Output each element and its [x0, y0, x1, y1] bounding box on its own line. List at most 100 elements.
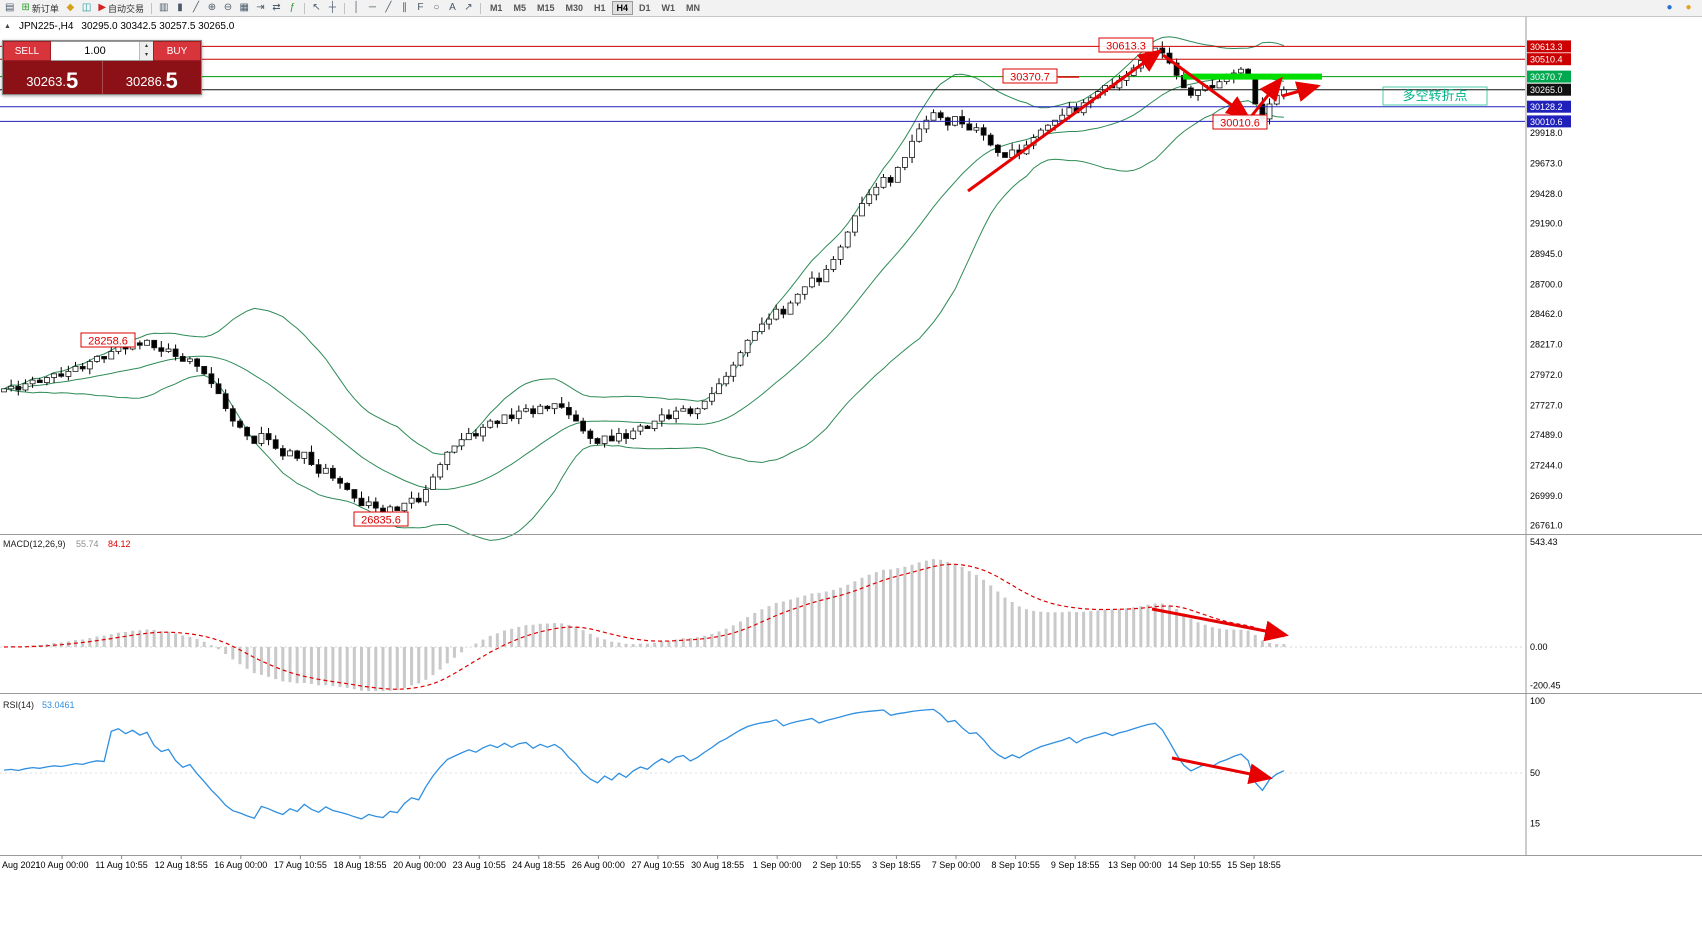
svg-text:Aug 2021: Aug 2021	[2, 860, 41, 870]
svg-text:16 Aug 00:00: 16 Aug 00:00	[214, 860, 267, 870]
channel-button[interactable]: ∥	[397, 1, 412, 15]
svg-text:8 Sep 10:55: 8 Sep 10:55	[991, 860, 1040, 870]
buy-price-pips: 5	[165, 68, 178, 93]
vertical-line-icon: │	[353, 2, 360, 13]
svg-text:多空转折点: 多空转折点	[1402, 88, 1467, 103]
alerts-button[interactable]: ●	[1681, 1, 1696, 15]
crosshair-button[interactable]: ┼	[325, 1, 340, 15]
volume-up-icon[interactable]: ▴	[140, 42, 153, 51]
svg-text:26761.0: 26761.0	[1530, 520, 1563, 530]
svg-text:84.12: 84.12	[108, 539, 131, 549]
timeframe-d1[interactable]: D1	[634, 1, 656, 15]
auto-trading-icon: ▶	[98, 2, 107, 13]
community-button[interactable]: ●	[1662, 1, 1677, 15]
horizontal-line-button[interactable]: ─	[365, 1, 380, 15]
svg-text:9 Sep 18:55: 9 Sep 18:55	[1051, 860, 1100, 870]
svg-text:17 Aug 10:55: 17 Aug 10:55	[274, 860, 327, 870]
svg-text:543.43: 543.43	[1530, 537, 1558, 547]
svg-text:30010.6: 30010.6	[1220, 118, 1260, 130]
shapes-icon: ○	[433, 2, 440, 13]
sell-price-main: 30263.	[26, 74, 66, 89]
chart-area: 29918.0 29673.0 29428.0 29190.0 28945.0 28700…	[0, 17, 1702, 940]
svg-text:27244.0: 27244.0	[1530, 460, 1563, 470]
chart-bars-button[interactable]: ▥	[156, 1, 171, 15]
sell-button[interactable]: SELL	[3, 41, 51, 61]
svg-text:26 Aug 00:00: 26 Aug 00:00	[572, 860, 625, 870]
tile-windows-button[interactable]: ▦	[236, 1, 251, 15]
buy-price[interactable]: 30286. 5	[103, 61, 202, 94]
fibonacci-button[interactable]: F	[413, 1, 428, 15]
timeframe-w1[interactable]: W1	[657, 1, 681, 15]
timeframe-h1[interactable]: H1	[589, 1, 611, 15]
crosshair-icon: ┼	[328, 2, 336, 13]
indicators-button[interactable]: ƒ	[285, 1, 300, 15]
svg-text:3 Sep 18:55: 3 Sep 18:55	[872, 860, 921, 870]
svg-text:-200.45: -200.45	[1530, 681, 1561, 691]
svg-text:53.0461: 53.0461	[42, 700, 75, 710]
zoom-in-button[interactable]: ⊕	[204, 1, 219, 15]
market-watch-button[interactable]: ◫	[79, 1, 94, 15]
new-chart-icon: ▤	[5, 2, 15, 13]
horizontal-line-icon: ─	[368, 2, 376, 13]
one-click-trading-panel: SELL ▴ ▾ BUY 30263. 5 30286. 5	[2, 40, 202, 95]
trendline-button[interactable]: ╱	[381, 1, 396, 15]
chart-line-button[interactable]: ╱	[188, 1, 203, 15]
shapes-button[interactable]: ○	[429, 1, 444, 15]
svg-text:26999.0: 26999.0	[1530, 491, 1563, 501]
new-order-label: 新订单	[31, 3, 59, 14]
svg-text:23 Aug 10:55: 23 Aug 10:55	[453, 860, 506, 870]
svg-text:11 Aug 10:55: 11 Aug 10:55	[95, 860, 147, 870]
buy-button[interactable]: BUY	[153, 41, 201, 61]
svg-text:29428.0: 29428.0	[1530, 189, 1563, 199]
svg-text:18 Aug 18:55: 18 Aug 18:55	[333, 860, 386, 870]
timeframe-m1[interactable]: M1	[485, 1, 508, 15]
svg-text:27489.0: 27489.0	[1530, 430, 1563, 440]
arrows-tool-icon: ↗	[464, 2, 473, 13]
auto-scroll-button[interactable]: ⇥	[253, 1, 268, 15]
timeframe-m15[interactable]: M15	[532, 1, 560, 15]
timeframe-h4[interactable]: H4	[611, 1, 634, 15]
one-click-collapse-icon[interactable]: ▲	[4, 23, 11, 30]
volume-down-icon[interactable]: ▾	[140, 51, 153, 60]
svg-text:30613.3: 30613.3	[1530, 42, 1563, 52]
cursor-button[interactable]: ↖	[309, 1, 324, 15]
new-order-button[interactable]: ⊞ 新订单	[18, 1, 61, 15]
auto-trading-button[interactable]: ▶ 自动交易	[95, 1, 147, 15]
svg-text:10 Aug 00:00: 10 Aug 00:00	[35, 860, 88, 870]
svg-text:29673.0: 29673.0	[1530, 158, 1563, 168]
sell-price-pips: 5	[66, 68, 79, 93]
sell-price[interactable]: 30263. 5	[3, 61, 103, 94]
navigator-icon: ◆	[66, 2, 75, 13]
timeframe-mn[interactable]: MN	[681, 1, 705, 15]
svg-text:28258.6: 28258.6	[88, 336, 128, 348]
timeframe-m5[interactable]: M5	[508, 1, 531, 15]
alerts-icon: ●	[1685, 2, 1692, 13]
svg-text:28462.0: 28462.0	[1530, 309, 1563, 319]
price-chart-canvas[interactable]: 29918.0 29673.0 29428.0 29190.0 28945.0 28700…	[0, 17, 1702, 940]
vertical-line-button[interactable]: │	[349, 1, 364, 15]
svg-text:15 Sep 18:55: 15 Sep 18:55	[1227, 860, 1281, 870]
svg-text:55.74: 55.74	[76, 539, 99, 549]
timeframe-m30[interactable]: M30	[560, 1, 588, 15]
svg-text:7 Sep 00:00: 7 Sep 00:00	[932, 860, 981, 870]
svg-text:50: 50	[1530, 768, 1540, 778]
chart-shift-button[interactable]: ⇄	[269, 1, 284, 15]
text-tool-button[interactable]: A	[445, 1, 460, 15]
arrows-tool-button[interactable]: ↗	[461, 1, 476, 15]
svg-text:28945.0: 28945.0	[1530, 249, 1563, 259]
svg-text:30010.6: 30010.6	[1530, 117, 1563, 127]
toolbar-separator	[479, 2, 481, 14]
cursor-icon: ↖	[312, 2, 321, 13]
svg-text:28217.0: 28217.0	[1530, 339, 1563, 349]
chart-candles-button[interactable]: ▮	[172, 1, 187, 15]
zoom-out-button[interactable]: ⊖	[220, 1, 235, 15]
text-tool-icon: A	[449, 2, 456, 13]
svg-text:28700.0: 28700.0	[1530, 279, 1563, 289]
chart-bars-icon: ▥	[159, 2, 169, 13]
navigator-button[interactable]: ◆	[63, 1, 78, 15]
volume-input[interactable]	[51, 42, 139, 60]
svg-text:30613.3: 30613.3	[1106, 41, 1146, 53]
new-chart-button[interactable]: ▤	[2, 1, 17, 15]
trendline-icon: ╱	[385, 2, 392, 13]
